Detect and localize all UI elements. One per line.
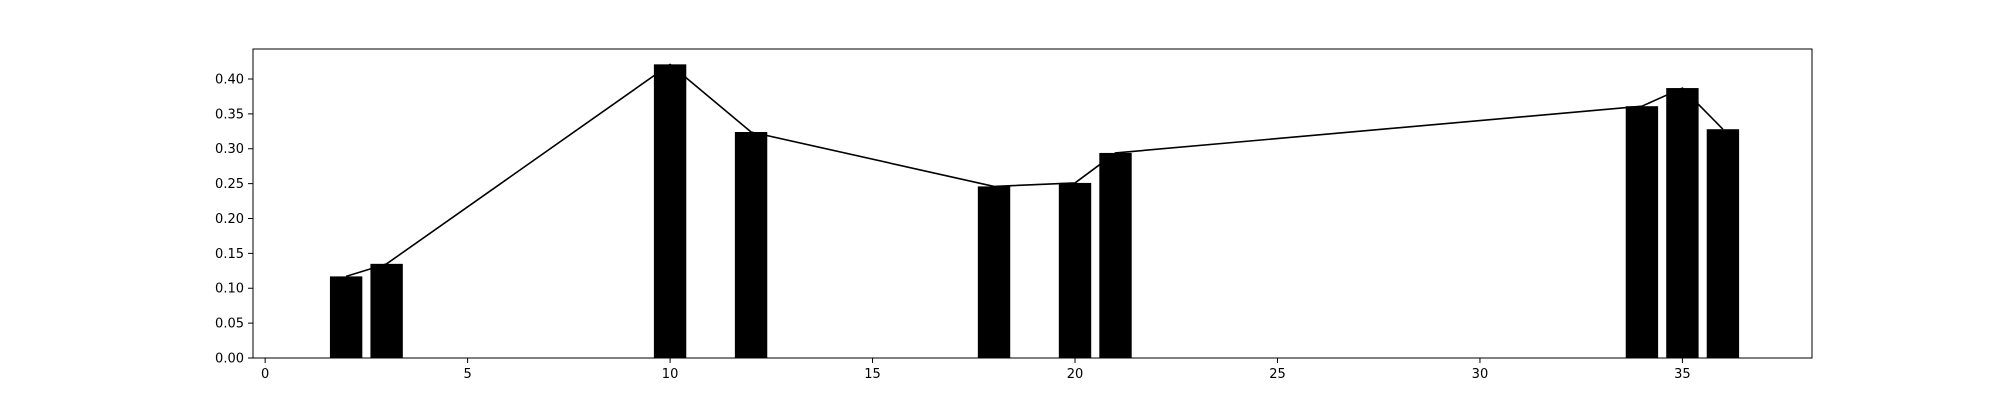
y-tick-label-0.20: 0.20 bbox=[215, 212, 244, 227]
bar-36 bbox=[1706, 129, 1740, 358]
bar-21 bbox=[1099, 152, 1132, 358]
x-tick-label-30: 30 bbox=[1472, 367, 1489, 382]
line-group bbox=[345, 63, 1724, 278]
axes-group: 0 5 10 15 20 25 30 35 0.00 0.05 0.10 0.15 0.20 0.25 0.… bbox=[215, 48, 1813, 382]
bar-34 bbox=[1625, 106, 1659, 358]
bar-2 bbox=[329, 276, 363, 358]
y-tick-label-0.40: 0.40 bbox=[215, 72, 244, 87]
x-tick-label-5: 5 bbox=[463, 367, 471, 382]
series-line bbox=[345, 63, 1724, 278]
x-tick-label-15: 15 bbox=[864, 367, 881, 382]
x-tick-label-0: 0 bbox=[261, 367, 269, 382]
bar-35 bbox=[1666, 88, 1699, 358]
x-tick-label-20: 20 bbox=[1067, 367, 1084, 382]
y-tick-label-0.30: 0.30 bbox=[215, 142, 244, 157]
bar-20 bbox=[1058, 182, 1092, 358]
y-tick-label-0.25: 0.25 bbox=[215, 177, 244, 192]
bar-10 bbox=[653, 64, 687, 358]
bar-12 bbox=[734, 132, 768, 358]
y-tick-label-0.15: 0.15 bbox=[215, 247, 244, 262]
x-tick-label-35: 35 bbox=[1674, 367, 1691, 382]
plot-frame bbox=[252, 48, 1813, 359]
y-tick-label-0.00: 0.00 bbox=[215, 352, 244, 367]
x-tick-label-25: 25 bbox=[1269, 367, 1286, 382]
y-tick-label-0.35: 0.35 bbox=[215, 107, 244, 122]
x-tick-label-10: 10 bbox=[662, 367, 679, 382]
y-tick-label-0.10: 0.10 bbox=[215, 282, 244, 297]
bar-3 bbox=[370, 263, 403, 358]
y-tick-label-0.05: 0.05 bbox=[215, 317, 244, 332]
bar-18 bbox=[977, 186, 1011, 358]
bars-group bbox=[329, 64, 1740, 358]
